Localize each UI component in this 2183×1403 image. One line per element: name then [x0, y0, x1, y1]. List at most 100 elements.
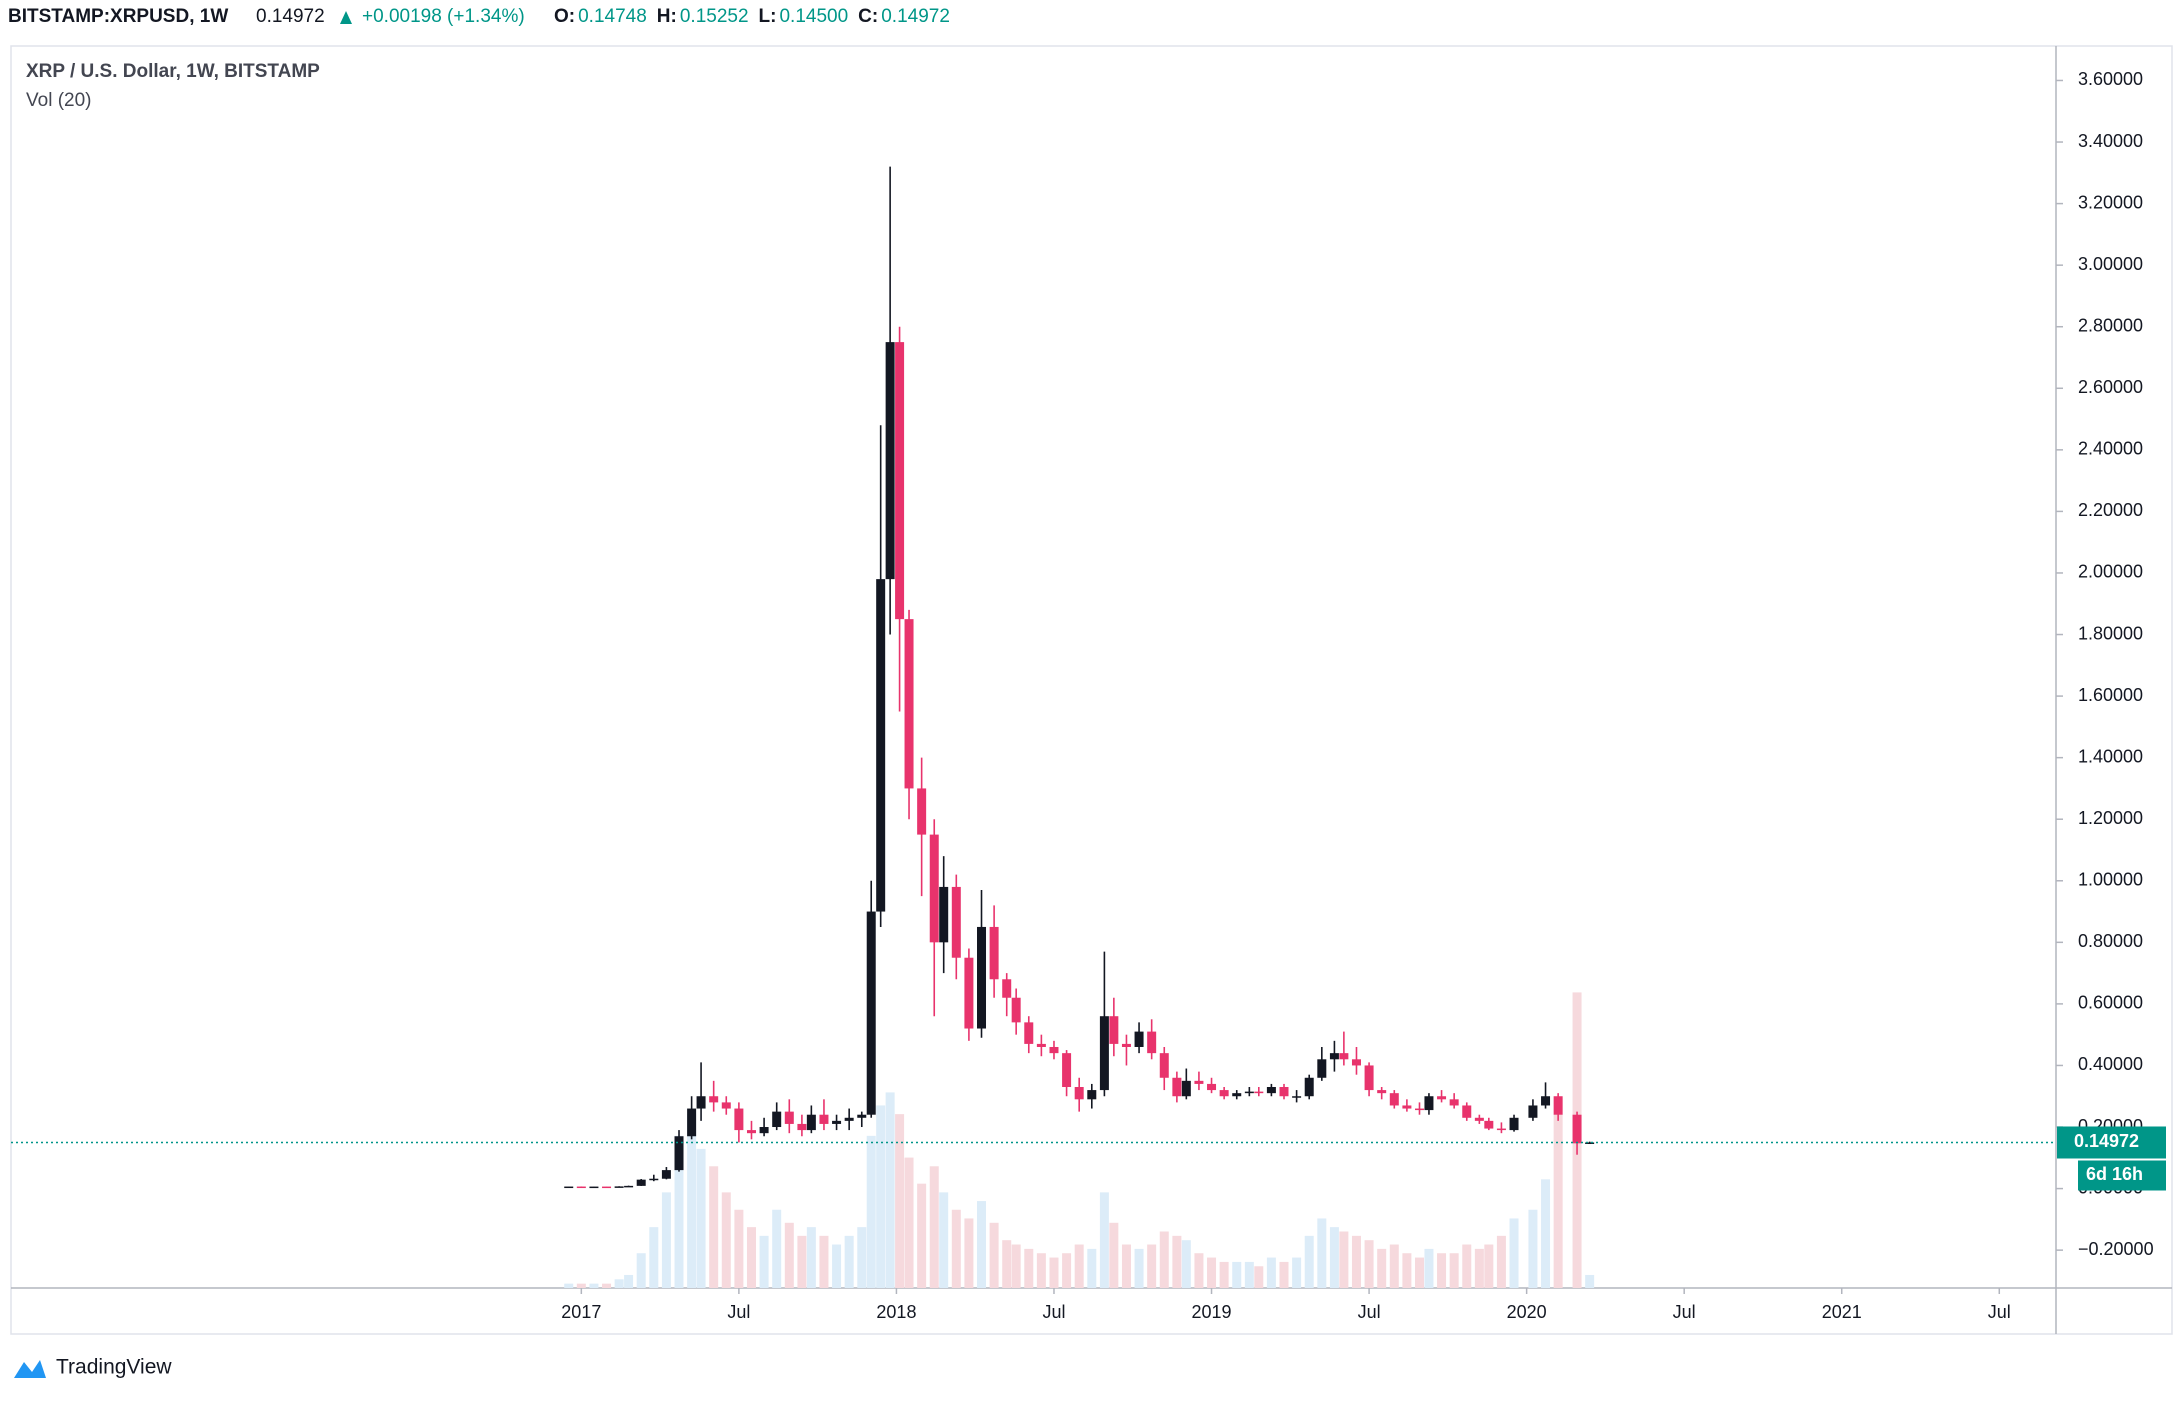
volume-bar	[929, 1166, 939, 1288]
volume-bar	[624, 1274, 634, 1288]
y-tick-label: 0.40000	[2078, 1054, 2143, 1074]
candle-body	[885, 342, 895, 580]
volume-bar	[1219, 1261, 1229, 1288]
volume-bar	[1244, 1261, 1254, 1288]
candle-body	[1339, 1053, 1349, 1060]
volume-bar	[866, 1135, 876, 1288]
candle-body	[772, 1111, 782, 1128]
volume-bar	[746, 1227, 756, 1288]
ohlc-value: 0.14748	[578, 6, 647, 27]
volume-bar	[1194, 1253, 1204, 1288]
candle-body	[746, 1130, 756, 1134]
candle-body	[1121, 1043, 1131, 1047]
candle-body	[576, 1186, 586, 1189]
candle-body	[1474, 1117, 1484, 1121]
volume-bar	[885, 1092, 895, 1288]
candle-body	[1049, 1046, 1059, 1054]
volume-bar	[1377, 1248, 1387, 1288]
volume-bar	[1437, 1253, 1447, 1288]
symbol: BITSTAMP:XRPUSD, 1W	[8, 6, 228, 27]
volume-bar	[1049, 1257, 1059, 1288]
volume-bar	[1036, 1253, 1046, 1288]
volume-bar	[1541, 1179, 1551, 1288]
volume-bar	[1424, 1248, 1434, 1288]
candle-body	[1528, 1105, 1538, 1118]
ohlc-value: 0.14972	[881, 6, 950, 27]
volume-bar	[1087, 1248, 1097, 1288]
volume-bar	[895, 1114, 905, 1288]
volume-bar	[1364, 1240, 1374, 1288]
candle-body	[1377, 1090, 1387, 1094]
volume-bar	[1528, 1209, 1538, 1288]
volume-bar	[1159, 1231, 1169, 1288]
y-tick-label: 1.20000	[2078, 808, 2143, 828]
candle-body	[1194, 1080, 1204, 1084]
candle-body	[1266, 1087, 1276, 1094]
volume-bar	[1011, 1244, 1021, 1288]
volume-bar	[661, 1192, 671, 1288]
volume-bar	[1389, 1244, 1399, 1288]
ohlc-label: C:	[858, 6, 878, 27]
last-price: 0.14972	[256, 6, 325, 27]
volume-bar	[1266, 1257, 1276, 1288]
y-tick-label: 3.40000	[2078, 131, 2143, 151]
volume-bar	[857, 1227, 867, 1288]
volume-bar	[1339, 1231, 1349, 1288]
candle-body	[1062, 1053, 1072, 1088]
plot	[564, 166, 1595, 1288]
candle-body	[1232, 1093, 1242, 1097]
volume-bar	[734, 1209, 744, 1288]
logo: TradingView	[14, 1356, 172, 1379]
volume-bar	[1462, 1244, 1472, 1288]
candle-body	[1002, 979, 1012, 998]
candle-body	[1424, 1096, 1434, 1111]
y-tick-label: 2.60000	[2078, 377, 2143, 397]
candle-body	[1364, 1065, 1374, 1091]
volume-bar	[602, 1283, 612, 1288]
volume-bar	[1509, 1218, 1519, 1288]
volume-bar	[1402, 1253, 1412, 1288]
volume-bar	[832, 1244, 842, 1288]
legend-title: XRP / U.S. Dollar, 1W, BITSTAMP	[26, 61, 320, 82]
y-tick-label: 0.80000	[2078, 931, 2143, 951]
candle-body	[696, 1096, 706, 1109]
candle-body	[1172, 1077, 1182, 1097]
candle-body	[1036, 1043, 1046, 1047]
volume-bar	[977, 1201, 987, 1288]
volume-bar	[1585, 1274, 1595, 1288]
volume-bar	[721, 1192, 731, 1288]
candle-body	[1109, 1016, 1119, 1044]
candle-body	[1509, 1117, 1519, 1131]
candle-body	[1304, 1077, 1314, 1097]
candle-body	[1219, 1090, 1229, 1097]
volume-bar	[674, 1135, 684, 1288]
candle-body	[1553, 1096, 1563, 1115]
x-tick-label: 2019	[1192, 1302, 1232, 1322]
candle-body	[929, 834, 939, 943]
volume-bar	[1474, 1248, 1484, 1288]
volume-bar	[1074, 1244, 1084, 1288]
y-tick-label: 3.20000	[2078, 192, 2143, 212]
volume-bar	[696, 1148, 706, 1288]
volume-bar	[564, 1283, 574, 1288]
candle-body	[687, 1108, 697, 1137]
candle-body	[1572, 1114, 1582, 1144]
volume-bar	[819, 1235, 829, 1288]
candle-body	[1292, 1096, 1302, 1098]
candle-body	[1402, 1105, 1412, 1109]
candle-body	[784, 1111, 794, 1124]
volume-legend: Vol (20)	[26, 90, 91, 111]
volume-bars	[564, 992, 1595, 1288]
ohlc-label: L:	[759, 6, 777, 27]
volume-bar	[614, 1279, 624, 1288]
candle-body	[1449, 1099, 1459, 1106]
candle-body	[1099, 1016, 1109, 1091]
y-tick-label: −0.20000	[2078, 1239, 2154, 1259]
volume-bar	[1099, 1192, 1109, 1288]
volume-bar	[759, 1235, 769, 1288]
volume-bar	[1329, 1227, 1339, 1288]
volume-bar	[904, 1157, 914, 1288]
volume-bar	[939, 1192, 949, 1288]
